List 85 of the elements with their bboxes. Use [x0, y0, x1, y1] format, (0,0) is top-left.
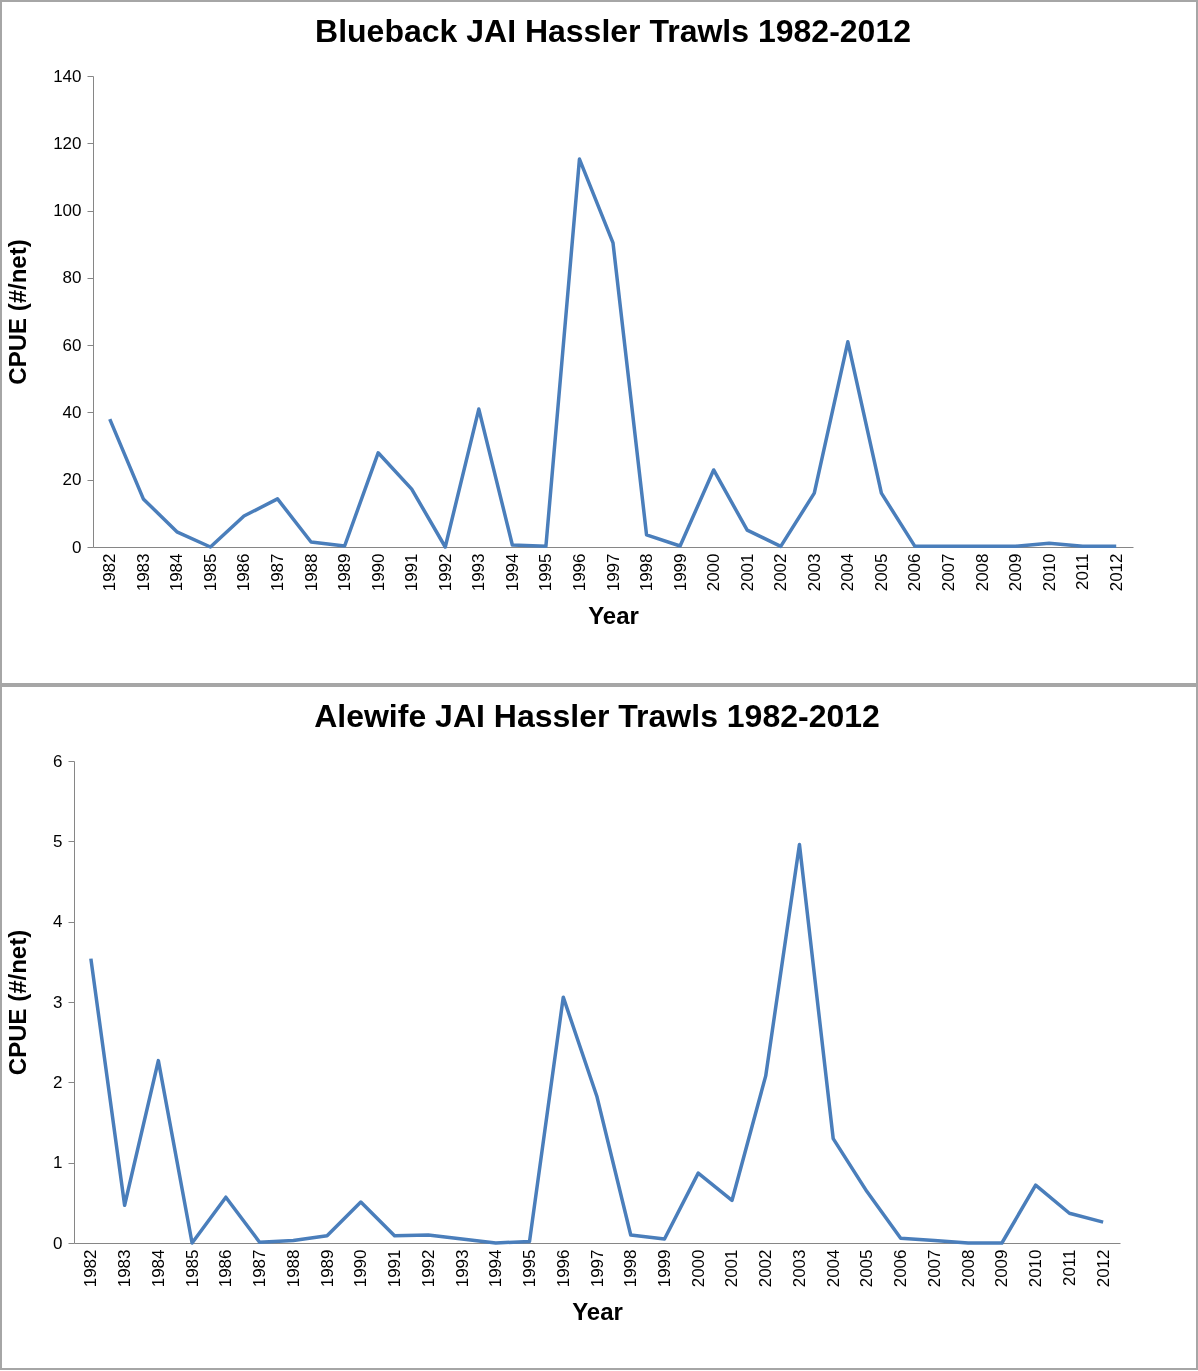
x-tick-label: 1998 [621, 1249, 641, 1288]
x-tick-label: 1999 [670, 553, 690, 592]
x-tick-label: 1998 [637, 553, 657, 592]
line-series [108, 157, 1118, 549]
x-tick-label: 2003 [804, 553, 824, 592]
x-tick-label: 1992 [418, 1249, 438, 1288]
x-tick-label: 2006 [891, 1249, 911, 1288]
x-tick-label: 1999 [654, 1249, 674, 1288]
x-tick-label: 1993 [452, 1249, 472, 1288]
x-tick-label: 1996 [553, 1249, 573, 1288]
y-tick-label: 4 [53, 912, 63, 932]
x-tick-label: 1992 [435, 553, 455, 592]
x-tick-label: 2004 [823, 1249, 843, 1288]
x-tick-label: 1991 [385, 1249, 405, 1288]
line-series [89, 842, 1105, 1245]
x-tick-label: 1982 [81, 1249, 101, 1288]
y-tick-label: 0 [53, 1233, 63, 1253]
x-tick-label: 1987 [268, 553, 288, 592]
x-tick-label: 1988 [301, 553, 321, 592]
x-tick-label: 1995 [520, 1249, 540, 1288]
x-tick-label: 1986 [234, 553, 254, 592]
x-tick-label: 1994 [502, 553, 522, 592]
y-tick-label: 0 [72, 537, 82, 557]
x-tick-label: 2002 [756, 1249, 776, 1288]
y-tick-label: 1 [53, 1153, 63, 1173]
y-tick-label: 80 [62, 268, 82, 288]
y-tick-label: 20 [62, 470, 82, 490]
x-tick-label: 2007 [938, 553, 958, 592]
x-tick-label: 1984 [148, 1249, 168, 1288]
x-tick-label: 2010 [1039, 553, 1059, 592]
x-tick-label: 2005 [871, 553, 891, 592]
x-tick-label: 1983 [133, 553, 153, 592]
x-tick-label: 2003 [789, 1249, 809, 1288]
x-tick-label: 1988 [283, 1249, 303, 1288]
x-tick-label: 2008 [958, 1249, 978, 1288]
x-tick-label: 1989 [317, 1249, 337, 1288]
x-tick-label: 2012 [1093, 1249, 1113, 1288]
x-tick-label: 2009 [1006, 553, 1026, 592]
x-axis-title: Year [588, 602, 639, 630]
x-tick-label: 1985 [200, 553, 220, 592]
x-tick-label: 2011 [1059, 1249, 1079, 1287]
x-tick-label: 1987 [250, 1249, 270, 1288]
x-tick-label: 1997 [603, 553, 623, 592]
x-tick-label: 1990 [368, 553, 388, 592]
x-tick-label: 1993 [469, 553, 489, 592]
x-tick-label: 2007 [924, 1249, 944, 1288]
y-tick-label: 40 [62, 402, 82, 422]
x-tick-label: 1990 [351, 1249, 371, 1288]
chart-title: Alewife JAI Hassler Trawls 1982-2012 [314, 698, 880, 734]
x-tick-label: 2000 [688, 1249, 708, 1288]
x-tick-label: 2001 [722, 1249, 742, 1288]
x-tick-label: 1997 [587, 1249, 607, 1288]
x-tick-label: 1983 [115, 1249, 135, 1288]
x-tick-label: 2002 [771, 553, 791, 592]
x-tick-label: 2001 [737, 553, 757, 592]
x-tick-label: 2012 [1106, 553, 1126, 592]
y-axis-title: CPUE (#/net) [4, 929, 32, 1076]
x-tick-label: 2009 [992, 1249, 1012, 1288]
y-tick-label: 3 [53, 992, 63, 1012]
y-tick-label: 60 [62, 335, 82, 355]
x-tick-label: 2004 [838, 553, 858, 592]
chart-title: Blueback JAI Hassler Trawls 1982-2012 [315, 13, 911, 49]
y-tick-label: 120 [53, 133, 82, 153]
y-axis-title: CPUE (#/net) [4, 239, 32, 385]
x-tick-label: 2005 [857, 1249, 877, 1288]
x-tick-label: 2011 [1073, 553, 1093, 591]
x-tick-label: 1985 [182, 1249, 202, 1288]
x-tick-label: 2000 [704, 553, 724, 592]
x-tick-label: 1986 [216, 1249, 236, 1288]
x-axis-title: Year [572, 1298, 623, 1326]
x-tick-label: 1995 [536, 553, 556, 592]
x-tick-label: 1994 [486, 1249, 506, 1288]
x-tick-label: 2010 [1026, 1249, 1046, 1288]
y-tick-label: 100 [53, 201, 82, 221]
x-tick-label: 1996 [569, 553, 589, 592]
x-tick-label: 1982 [100, 553, 120, 592]
y-tick-label: 140 [53, 66, 82, 86]
y-tick-label: 2 [53, 1072, 63, 1092]
x-tick-label: 2006 [905, 553, 925, 592]
x-tick-label: 1989 [335, 553, 355, 592]
y-tick-label: 5 [53, 831, 63, 851]
y-tick-label: 6 [53, 751, 63, 771]
x-tick-label: 1991 [402, 553, 422, 592]
x-tick-label: 2008 [972, 553, 992, 592]
x-tick-label: 1984 [167, 553, 187, 592]
